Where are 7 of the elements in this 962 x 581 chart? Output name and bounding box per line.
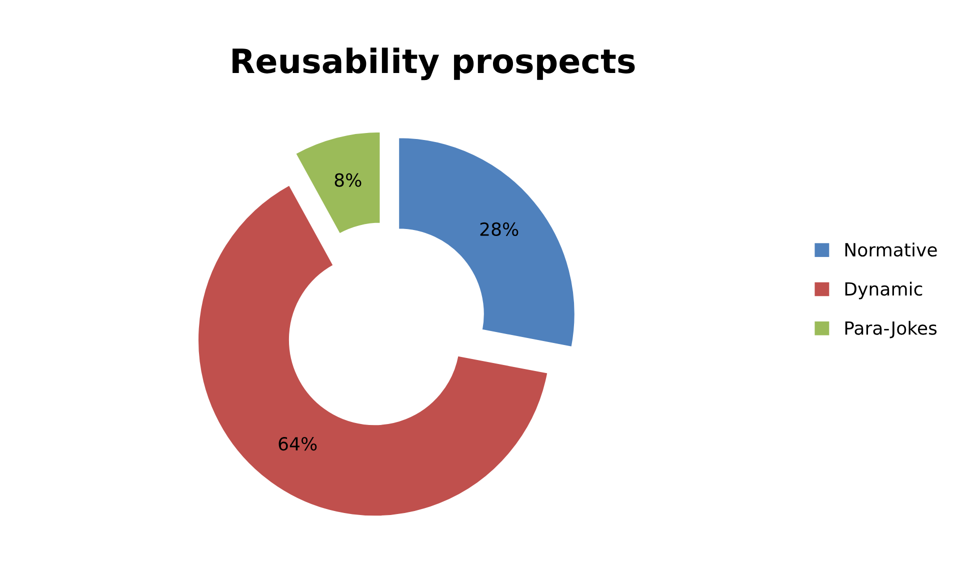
chart-title: Reusability prospects (232, 48, 635, 80)
legend-label: Dynamic (845, 282, 922, 300)
data-label: 28% (480, 222, 518, 236)
data-label: 8% (334, 173, 362, 187)
legend-label: Para-Jokes (845, 320, 937, 338)
legend-label: Normative (845, 242, 937, 257)
data-label: 64% (278, 436, 317, 451)
